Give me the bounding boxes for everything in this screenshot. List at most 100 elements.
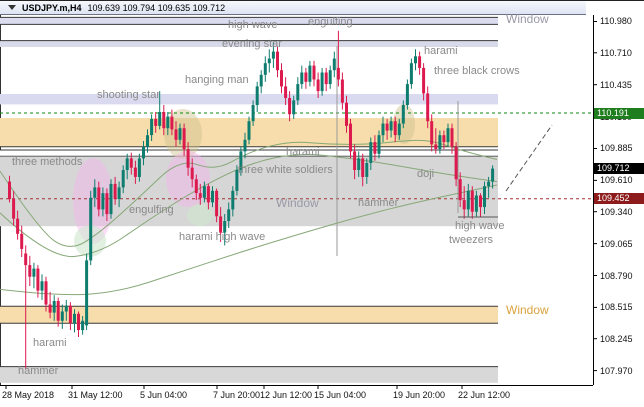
candle-bear <box>373 142 377 154</box>
price-tick-label: 108.790 <box>600 270 633 281</box>
candle-bull <box>357 158 361 170</box>
candle-bear <box>12 199 16 219</box>
candle-bear <box>36 268 40 291</box>
pattern-label-tweezers: tweezers <box>449 234 494 246</box>
price-marker-box: 110.191 <box>594 107 644 119</box>
candle-bear <box>454 146 458 180</box>
pattern-label-engulfing: engulfing <box>129 204 174 216</box>
candle-bear <box>418 56 422 68</box>
candle-bear <box>316 79 320 92</box>
candle-bear <box>162 112 166 129</box>
candle-bull <box>381 123 385 136</box>
candle-bear <box>442 135 446 143</box>
candle-bull <box>32 268 36 277</box>
candle-bear <box>426 93 430 122</box>
candle-bull <box>211 190 214 203</box>
price-marker-box: 109.452 <box>594 193 644 205</box>
candle-bull <box>405 84 409 105</box>
candle-bull <box>487 181 491 187</box>
candle-bear <box>154 118 158 126</box>
candle-bull <box>64 305 68 312</box>
ma-fast <box>0 139 498 247</box>
candle-bear <box>458 179 462 201</box>
candle-bull <box>166 116 170 129</box>
pattern-label-high-wave: high wave <box>228 19 278 31</box>
candle-bear <box>8 181 11 199</box>
candle-bear <box>68 305 72 324</box>
candle-bull <box>397 123 401 136</box>
candle-bull <box>146 135 149 147</box>
window-band-gray-bottom <box>0 366 498 383</box>
candle-bear <box>479 195 482 208</box>
candle-bear <box>113 183 117 199</box>
candle-bull <box>365 163 369 177</box>
candle-bull <box>377 135 381 154</box>
candle-bear <box>129 158 133 168</box>
candle-bear <box>280 70 283 87</box>
candle-bull <box>438 135 442 150</box>
candle-bear <box>422 67 426 94</box>
price-tick-label: 109.610 <box>600 175 633 186</box>
time-tick-label: 22 Jun 12:00 <box>458 390 511 400</box>
candle-bull <box>231 190 235 210</box>
candle-bull <box>247 121 251 140</box>
pattern-label-three-white-soldiers: three white soldiers <box>238 164 333 176</box>
candle-bull <box>271 51 275 59</box>
highlight-pink-engulfing-left <box>73 158 113 244</box>
candle-bear <box>345 102 348 126</box>
candle-bull <box>251 105 255 122</box>
candle-bull <box>60 311 64 321</box>
candle-bull <box>401 105 405 124</box>
candle-bull <box>235 170 239 191</box>
candle-bull <box>328 70 332 85</box>
candle-bull <box>243 139 247 152</box>
candle-bull <box>202 186 206 198</box>
candle-bull <box>292 100 296 115</box>
window-band-lavender <box>0 94 498 105</box>
candle-bear <box>56 301 60 321</box>
candle-bear <box>349 123 352 152</box>
chevron-down-icon[interactable] <box>8 5 16 10</box>
pattern-label-hammer: hammer <box>358 197 399 209</box>
candle-bull <box>117 187 121 199</box>
candle-bear <box>16 218 20 234</box>
candle-bear <box>77 313 80 330</box>
candle-bull <box>414 56 417 64</box>
candle-bull <box>150 118 154 136</box>
ohlc-quote-readout: 109.639 109.794 109.635 109.712 <box>87 2 226 13</box>
window-label: Window <box>276 196 319 210</box>
candle-bull <box>101 193 105 210</box>
candle-bull <box>142 146 145 159</box>
candle-bear <box>288 98 292 115</box>
candle-bear <box>393 121 397 136</box>
candle-bull <box>308 65 312 82</box>
candle-bull <box>483 186 486 208</box>
candle-bull <box>369 142 373 163</box>
candle-bear <box>450 128 454 147</box>
projection-trendline <box>505 124 553 192</box>
time-tick-label: 19 Jun 20:00 <box>393 390 446 400</box>
candle-bull <box>223 221 227 233</box>
candle-bull <box>255 86 259 105</box>
pattern-label-three-black-crows: three black crows <box>434 65 520 77</box>
candle-bull <box>446 128 450 143</box>
ma-slow <box>0 184 498 296</box>
highlight-green-mid <box>187 204 213 226</box>
pattern-label-hammer: hammer <box>18 365 59 377</box>
candle-bear <box>174 129 178 140</box>
price-tick-label: 110.435 <box>600 79 632 90</box>
pattern-label-engulfing: engulfing <box>308 16 353 28</box>
candle-bear <box>385 123 389 131</box>
price-tick-label: 107.970 <box>600 365 633 376</box>
candle-bear <box>470 190 474 212</box>
candle-bull <box>158 112 162 126</box>
pattern-label-hanging-man: hanging man <box>185 74 249 86</box>
candle-bull <box>109 183 113 215</box>
window-label: Window <box>506 12 549 26</box>
candle-bear <box>133 167 137 177</box>
price-tick-label: 110.710 <box>600 47 632 58</box>
price-tick-label: 109.065 <box>600 238 633 249</box>
price-marker-box: 109.712 <box>594 163 644 175</box>
